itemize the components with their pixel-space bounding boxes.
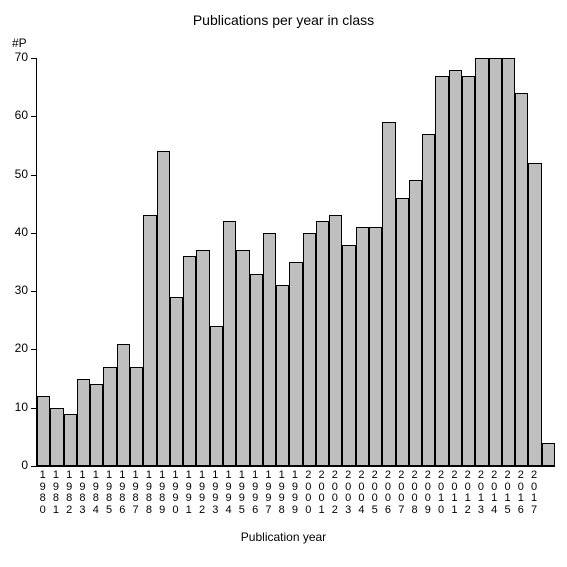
x-tick-label: 2 0 0 2 xyxy=(328,470,341,516)
x-tick-label: 2 0 1 2 xyxy=(461,470,474,516)
x-tick-label: 2 0 0 7 xyxy=(395,470,408,516)
bar xyxy=(462,76,475,467)
x-tick-label: 2 0 1 7 xyxy=(527,470,540,516)
x-tick-label: 2 0 1 3 xyxy=(474,470,487,516)
x-axis-title: Publication year xyxy=(0,530,567,544)
y-tick-label: 60 xyxy=(0,108,28,122)
y-tick-label: 20 xyxy=(0,341,28,355)
bar xyxy=(170,297,183,466)
bar xyxy=(236,250,249,466)
y-tick-label: 40 xyxy=(0,225,28,239)
x-tick-label: 1 9 9 0 xyxy=(169,470,182,516)
x-tick-label: 2 0 1 6 xyxy=(514,470,527,516)
bar xyxy=(356,227,369,466)
bar xyxy=(449,70,462,466)
x-tick-label: 1 9 9 9 xyxy=(288,470,301,516)
x-tick-label: 1 9 8 8 xyxy=(142,470,155,516)
bar xyxy=(289,262,302,466)
chart-title: Publications per year in class xyxy=(0,12,567,28)
x-tick-label: 2 0 1 0 xyxy=(434,470,447,516)
x-tick-label: 1 9 8 7 xyxy=(129,470,142,516)
y-tick-mark xyxy=(31,58,36,59)
x-tick-label: 1 9 9 4 xyxy=(222,470,235,516)
bar xyxy=(130,367,143,466)
x-tick-label: 2 0 0 0 xyxy=(302,470,315,516)
x-tick-label: 1 9 8 6 xyxy=(116,470,129,516)
x-tick-label: 1 9 9 5 xyxy=(235,470,248,516)
bar xyxy=(489,58,502,466)
y-tick-mark xyxy=(31,175,36,176)
y-tick-mark xyxy=(31,466,36,467)
x-tick-label: 2 0 1 5 xyxy=(501,470,514,516)
bar xyxy=(422,134,435,466)
y-tick-mark xyxy=(31,291,36,292)
y-tick-label: 30 xyxy=(0,283,28,297)
y-tick-mark xyxy=(31,116,36,117)
bar xyxy=(515,93,528,466)
x-tick-label: 2 0 0 5 xyxy=(368,470,381,516)
bar xyxy=(90,384,103,466)
x-tick-label: 2 0 0 8 xyxy=(408,470,421,516)
bar xyxy=(64,414,77,466)
bar xyxy=(528,163,541,466)
x-tick-label: 1 9 8 0 xyxy=(36,470,49,516)
x-tick-label: 1 9 8 9 xyxy=(156,470,169,516)
bar xyxy=(223,221,236,466)
bar xyxy=(276,285,289,466)
bar xyxy=(103,367,116,466)
x-tick-label: 1 9 9 6 xyxy=(249,470,262,516)
y-tick-label: 10 xyxy=(0,400,28,414)
y-tick-mark xyxy=(31,233,36,234)
bar xyxy=(263,233,276,466)
x-tick-label: 1 9 9 7 xyxy=(262,470,275,516)
bar xyxy=(303,233,316,466)
x-tick-label: 1 9 9 3 xyxy=(209,470,222,516)
x-tick-label: 2 0 0 1 xyxy=(315,470,328,516)
bar xyxy=(382,122,395,466)
x-tick-label: 2 0 1 1 xyxy=(448,470,461,516)
y-tick-label: 70 xyxy=(0,50,28,64)
bar xyxy=(435,76,448,467)
y-tick-label: 0 xyxy=(0,458,28,472)
bar xyxy=(37,396,50,466)
x-tick-label: 1 9 8 1 xyxy=(49,470,62,516)
bar xyxy=(143,215,156,466)
bar xyxy=(316,221,329,466)
bar xyxy=(329,215,342,466)
bar xyxy=(157,151,170,466)
bar xyxy=(250,274,263,466)
bar xyxy=(342,245,355,466)
bar xyxy=(117,344,130,466)
x-tick-label: 2 0 0 3 xyxy=(341,470,354,516)
x-tick-label: 1 9 9 8 xyxy=(275,470,288,516)
x-tick-label: 2 0 1 4 xyxy=(488,470,501,516)
bar xyxy=(369,227,382,466)
x-tick-label: 1 9 8 5 xyxy=(102,470,115,516)
bar xyxy=(210,326,223,466)
bar xyxy=(196,250,209,466)
y-tick-label: 50 xyxy=(0,167,28,181)
bar xyxy=(409,180,422,466)
x-tick-label: 2 0 0 6 xyxy=(381,470,394,516)
bar xyxy=(183,256,196,466)
y-tick-mark xyxy=(31,349,36,350)
bar xyxy=(502,58,515,466)
x-tick-label: 2 0 0 9 xyxy=(421,470,434,516)
bar xyxy=(77,379,90,466)
x-tick-label: 1 9 8 2 xyxy=(63,470,76,516)
x-tick-label: 1 9 9 1 xyxy=(182,470,195,516)
x-tick-label: 1 9 8 4 xyxy=(89,470,102,516)
y-axis-label: #P xyxy=(12,36,27,50)
bar xyxy=(542,443,555,466)
chart-container: Publications per year in class #P Public… xyxy=(0,0,567,567)
y-tick-mark xyxy=(31,408,36,409)
bar xyxy=(475,58,488,466)
bar xyxy=(396,198,409,466)
plot-area xyxy=(36,58,555,467)
x-tick-label: 2 0 0 4 xyxy=(355,470,368,516)
x-tick-label: 1 9 9 2 xyxy=(195,470,208,516)
x-tick-label: 1 9 8 3 xyxy=(76,470,89,516)
bar xyxy=(50,408,63,466)
